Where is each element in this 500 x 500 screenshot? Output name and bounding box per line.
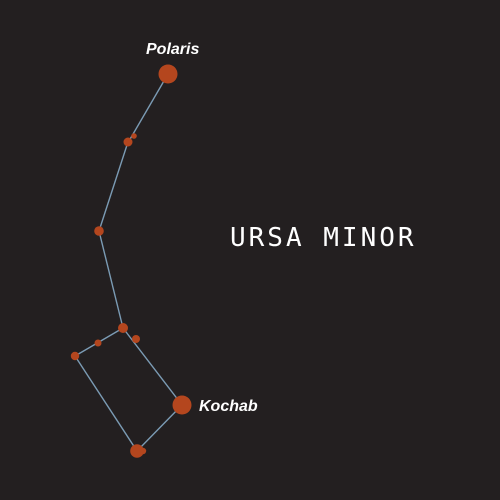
- star-pherkad-companion: [139, 447, 147, 455]
- line-eta-to-pherkad: [74, 355, 138, 452]
- label-kochab: Kochab: [199, 398, 258, 415]
- star-upsilon: [132, 335, 140, 343]
- label-polaris: Polaris: [146, 41, 199, 58]
- star-polaris: [158, 64, 178, 84]
- star-zeta: [118, 323, 128, 333]
- line-epsilon-to-zeta: [98, 230, 124, 329]
- line-kochab-to-pherkad: [136, 404, 183, 452]
- constellation-lines: [74, 73, 183, 452]
- line-polaris-to-delta: [128, 73, 169, 142]
- line-zeta-to-kochab: [122, 327, 183, 406]
- star-epsilon: [94, 226, 104, 236]
- constellation-title: URSA MINOR: [230, 223, 417, 253]
- star-eta: [70, 351, 80, 361]
- star-pherkad: [130, 444, 144, 458]
- line-delta-to-epsilon: [98, 141, 129, 232]
- star-delta-companion: [131, 133, 137, 139]
- star-kochab: [172, 395, 192, 415]
- stars: [70, 64, 192, 458]
- star-delta: [123, 137, 133, 147]
- star-theta: [94, 339, 102, 347]
